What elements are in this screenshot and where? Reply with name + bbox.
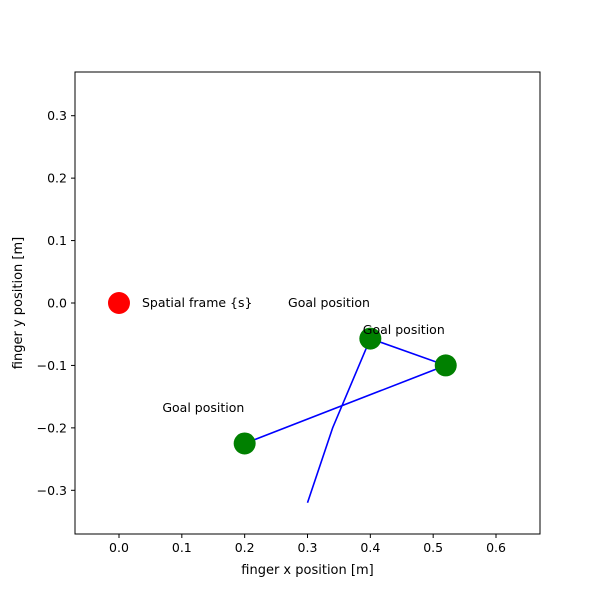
spatial-frame-label: Spatial frame {s}	[142, 295, 252, 310]
x-tick-label: 0.5	[423, 540, 443, 555]
goal-marker-1	[359, 327, 382, 350]
goal-marker-3	[233, 432, 256, 455]
y-tick-label: −0.2	[37, 420, 67, 435]
x-tick-label: 0.1	[172, 540, 192, 555]
trajectory-line	[244, 337, 449, 504]
y-tick-label: 0.1	[47, 233, 67, 248]
x-tick-label: 0.3	[298, 540, 318, 555]
chart-marks: Spatial frame {s} Goal position Goal posit…	[107, 292, 457, 504]
x-axis-label: finger x position [m]	[241, 563, 373, 578]
y-axis-label: finger y position [m]	[11, 237, 26, 369]
x-tick-label: 0.4	[360, 540, 380, 555]
x-tick-label: 0.6	[486, 540, 506, 555]
y-tick-label: 0.2	[47, 171, 67, 186]
spatial-frame-marker	[107, 292, 130, 314]
goal-label-1: Goal position	[288, 295, 370, 310]
y-tick-label: −0.1	[37, 358, 67, 373]
y-tick-label: 0.0	[47, 296, 67, 311]
y-tick-label: −0.3	[37, 483, 67, 498]
x-tick-label: 0.0	[109, 540, 129, 555]
y-tick-label: 0.3	[47, 108, 67, 123]
goal-marker-2	[434, 354, 457, 377]
chart-ticks: 0.0 0.1 0.2 0.3 0.4 0.5 0.6 −0.3 −0.2 −0.1 0.0 0.1 0…	[37, 108, 506, 555]
goal-label-3: Goal position	[162, 400, 244, 415]
goal-label-2: Goal position	[363, 322, 445, 337]
plot-frame	[74, 71, 541, 535]
x-tick-label: 0.2	[235, 540, 255, 555]
